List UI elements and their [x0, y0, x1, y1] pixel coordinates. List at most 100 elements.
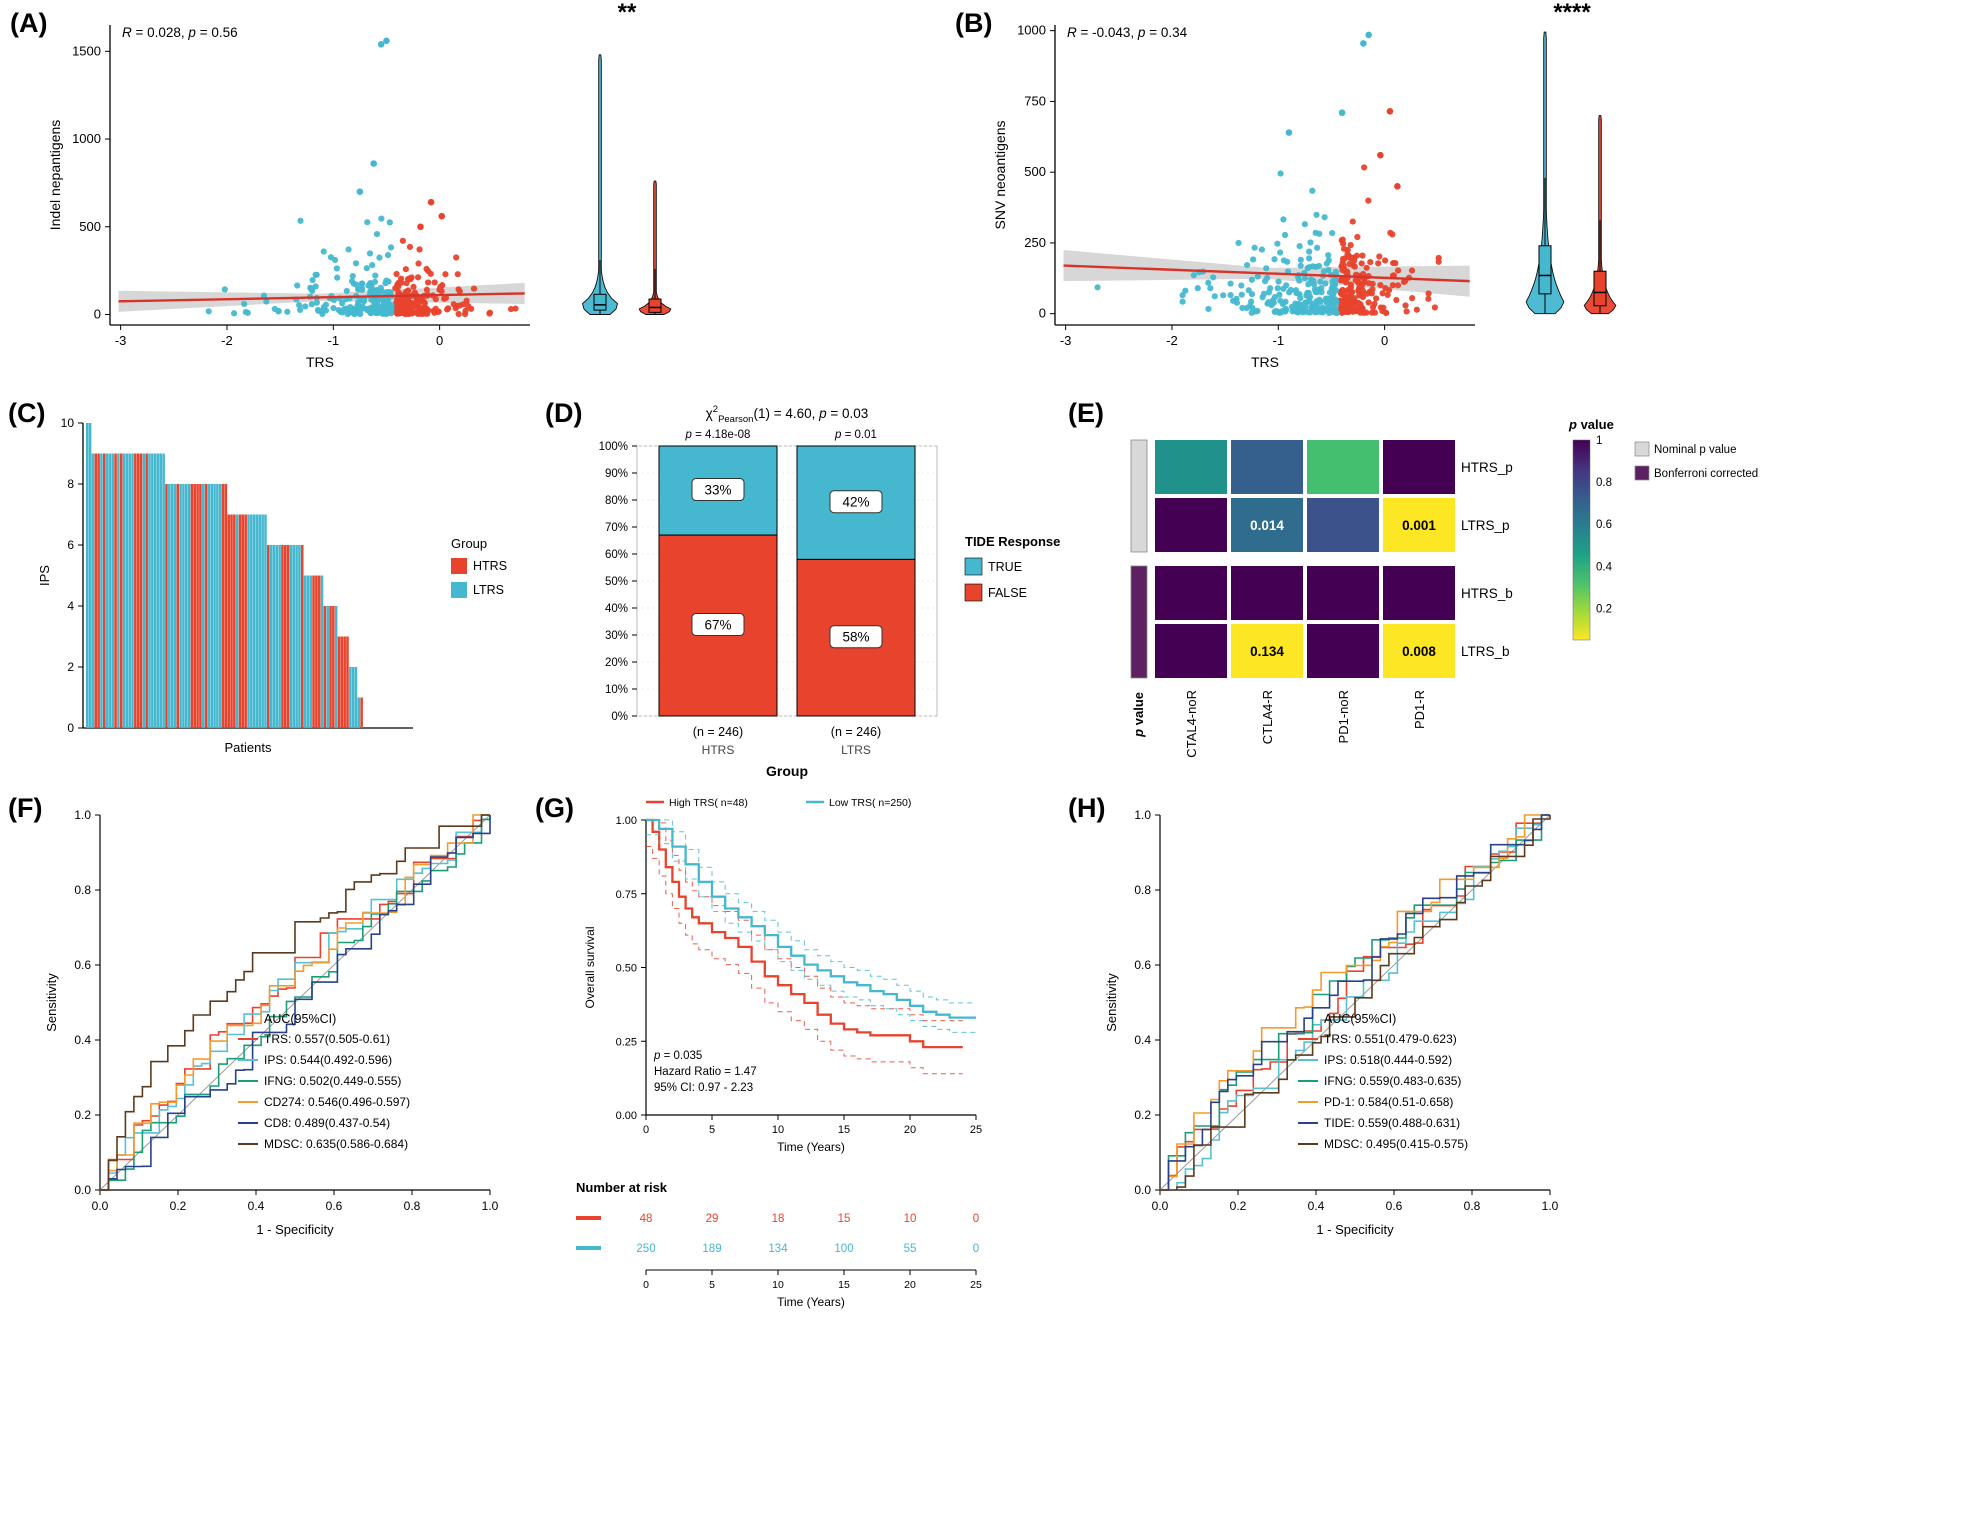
legend: AUC(95%CI) TRS: 0.551(0.479-0.623) IPS: 0.…	[1298, 1012, 1468, 1151]
svg-text:1.0: 1.0	[482, 1199, 499, 1213]
svg-text:R = -0.043, p = 0.34: R = -0.043, p = 0.34	[1067, 25, 1188, 40]
svg-text:p = 0.01: p = 0.01	[834, 429, 877, 441]
legend: TIDE Response TRUE FALSE	[964, 534, 1060, 602]
chi-square-title: χ2Pearson(1) = 4.60, p = 0.03	[706, 404, 869, 425]
risk-table-axis: 0 5 10 15 20 25 Time (Years)	[643, 1269, 982, 1309]
svg-text:-2: -2	[1166, 333, 1178, 348]
svg-text:250: 250	[1024, 235, 1046, 250]
svg-text:0.2: 0.2	[1596, 603, 1612, 615]
svg-text:0.6: 0.6	[1134, 958, 1151, 972]
svg-text:20: 20	[904, 1279, 916, 1291]
svg-text:15: 15	[838, 1213, 851, 1225]
panel-g-km-survival-chart: High TRS( n=48) Low TRS( n=250) 1.00 0.75 0.…	[576, 797, 982, 1309]
svg-text:80%: 80%	[605, 495, 628, 507]
panel-f-roc-chart: 0.00.0 0.2 0.2 0.4 0.4 0.6 0.6 0.8 0.8 1.0 1.0 1 - …	[44, 808, 499, 1237]
svg-text:AUC(95%CI): AUC(95%CI)	[264, 1012, 336, 1026]
panel-label-e: (E)	[1068, 398, 1104, 428]
panel-label-d: (D)	[545, 398, 583, 428]
regression-line	[1063, 264, 1470, 283]
significance-stars: ****	[1553, 0, 1591, 26]
axes: -3 -2 -1 0 0 500 1000 1500 TRS Indel nepantigens	[47, 25, 530, 370]
svg-text:0.6: 0.6	[74, 958, 91, 972]
top-legend: High TRS( n=48) Low TRS( n=250)	[646, 797, 911, 809]
svg-text:TIDE: 0.559(0.488-0.631): TIDE: 0.559(0.488-0.631)	[1324, 1116, 1460, 1130]
svg-text:0.6: 0.6	[326, 1199, 343, 1213]
panel-label-h: (H)	[1068, 793, 1106, 823]
violin-plots	[1525, 31, 1617, 315]
svg-text:0.2: 0.2	[74, 1108, 91, 1122]
svg-text:Sensitivity: Sensitivity	[44, 973, 59, 1032]
svg-text:0.134: 0.134	[1250, 644, 1284, 659]
svg-text:1000: 1000	[72, 131, 101, 146]
svg-text:6: 6	[67, 538, 74, 552]
svg-text:Indel nepantigens: Indel nepantigens	[47, 120, 63, 231]
svg-text:Group: Group	[766, 763, 808, 779]
svg-text:25: 25	[970, 1279, 982, 1291]
axes: 0.00.0 0.2 0.2 0.4 0.4 0.6 0.6 0.8 0.8 1.0 1.0 1 - …	[1104, 808, 1559, 1237]
svg-text:0: 0	[94, 306, 101, 321]
survival-curves	[646, 818, 976, 1075]
svg-text:8: 8	[67, 477, 74, 491]
svg-text:0.2: 0.2	[1134, 1108, 1151, 1122]
svg-text:p value: p value	[1568, 417, 1614, 432]
svg-text:750: 750	[1024, 93, 1046, 108]
svg-text:0.8: 0.8	[1134, 883, 1151, 897]
svg-text:MDSC: 0.495(0.415-0.575): MDSC: 0.495(0.415-0.575)	[1324, 1137, 1468, 1151]
stats-annotation: R = 0.028, p = 0.56	[122, 25, 238, 40]
svg-text:0.008: 0.008	[1402, 644, 1436, 659]
svg-text:IFNG: 0.559(0.483-0.635): IFNG: 0.559(0.483-0.635)	[1324, 1074, 1461, 1088]
svg-text:TRS: TRS	[306, 354, 334, 370]
svg-text:0.6: 0.6	[1596, 519, 1612, 531]
significance-stars: **	[618, 0, 637, 26]
panel-e-heatmap-chart: 0.014 0.001 0.134 0.008 HTRS_p LTRS_p HTRS_b LT…	[1130, 417, 1758, 758]
svg-text:FALSE: FALSE	[988, 586, 1027, 600]
svg-text:TRS: 0.551(0.479-0.623): TRS: 0.551(0.479-0.623)	[1324, 1032, 1457, 1046]
column-labels: CTAL4-noR CTLA4-R PD1-noR PD1-R	[1184, 690, 1427, 758]
roc-curves	[100, 814, 491, 1191]
svg-text:100%: 100%	[599, 441, 628, 453]
svg-text:Hazard Ratio = 1.47: Hazard Ratio = 1.47	[654, 1066, 757, 1078]
stats-annotation: p = 0.035 Hazard Ratio = 1.47 95% CI: 0.97…	[653, 1050, 757, 1094]
svg-text:1.00: 1.00	[616, 815, 637, 827]
svg-text:Bonferroni corrected: Bonferroni corrected	[1654, 468, 1758, 480]
heatmap-legend: Nominal p value Bonferroni corrected	[1634, 441, 1758, 481]
svg-text:CD274: 0.546(0.496-0.597): CD274: 0.546(0.496-0.597)	[264, 1095, 410, 1109]
svg-text:0.4: 0.4	[1134, 1033, 1151, 1047]
panel-label-a: (A)	[10, 8, 48, 38]
svg-text:Sensitivity: Sensitivity	[1104, 973, 1119, 1032]
x-axis-title: Group	[766, 763, 808, 779]
svg-text:0.4: 0.4	[1596, 561, 1613, 573]
row-label: LTRS_b	[1461, 644, 1510, 659]
svg-text:40%: 40%	[605, 603, 628, 615]
svg-text:0.2: 0.2	[170, 1199, 187, 1213]
svg-text:60%: 60%	[605, 549, 628, 561]
svg-text:0: 0	[973, 1213, 979, 1225]
panel-a-scatter-violin-chart: -3 -2 -1 0 0 500 1000 1500 TRS Indel nepantigens R…	[47, 0, 672, 370]
stats-annotation: R = -0.043, p = 0.34	[1067, 25, 1188, 40]
svg-text:67%: 67%	[704, 618, 731, 633]
svg-text:PD1-R: PD1-R	[1412, 690, 1427, 729]
svg-text:IPS: 0.544(0.492-0.596): IPS: 0.544(0.492-0.596)	[264, 1053, 392, 1067]
svg-text:1.0: 1.0	[1134, 808, 1151, 822]
svg-text:CTAL4-noR: CTAL4-noR	[1184, 690, 1199, 758]
svg-text:1 - Specificity: 1 - Specificity	[256, 1222, 334, 1237]
svg-text:0.0: 0.0	[1134, 1183, 1151, 1197]
svg-text:Time (Years): Time (Years)	[777, 1140, 845, 1154]
svg-text:PD1-noR: PD1-noR	[1336, 690, 1351, 743]
svg-text:1: 1	[1596, 435, 1602, 447]
svg-text:20%: 20%	[605, 657, 628, 669]
panel-label-c: (C)	[8, 398, 46, 428]
row-label: HTRS_p	[1461, 460, 1513, 475]
svg-text:LTRS: LTRS	[841, 743, 871, 757]
svg-text:-3: -3	[1060, 333, 1072, 348]
svg-text:15: 15	[838, 1124, 850, 1136]
svg-text:25: 25	[970, 1124, 982, 1136]
panel-label-g: (G)	[535, 793, 574, 823]
svg-text:100: 100	[834, 1243, 853, 1255]
svg-text:LTRS_p: LTRS_p	[1461, 518, 1510, 533]
svg-text:0.001: 0.001	[1402, 518, 1436, 533]
svg-text:LTRS_b: LTRS_b	[1461, 644, 1510, 659]
svg-text:Overall survival: Overall survival	[583, 926, 597, 1008]
panel-h-roc-chart: 0.00.0 0.2 0.2 0.4 0.4 0.6 0.6 0.8 0.8 1.0 1.0 1 - …	[1104, 808, 1559, 1237]
svg-text:10: 10	[904, 1213, 917, 1225]
